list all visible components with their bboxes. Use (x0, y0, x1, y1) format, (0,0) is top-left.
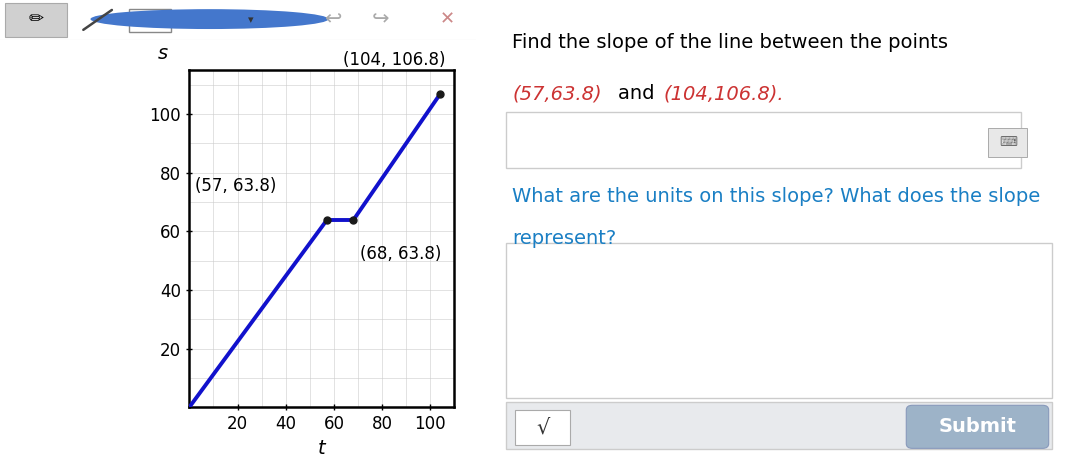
FancyBboxPatch shape (515, 410, 570, 445)
FancyBboxPatch shape (907, 405, 1048, 448)
X-axis label: t: t (318, 439, 326, 458)
Text: Find the slope of the line between the points: Find the slope of the line between the p… (513, 33, 949, 52)
Text: (104,106.8).: (104,106.8). (664, 84, 784, 103)
Text: ▾: ▾ (248, 15, 253, 25)
Text: Submit: Submit (939, 417, 1017, 436)
Text: (57,63.8): (57,63.8) (513, 84, 602, 103)
Text: ✕: ✕ (440, 10, 456, 28)
Bar (4, 3, 67, 37)
Circle shape (91, 9, 329, 29)
Text: represent?: represent? (513, 229, 617, 249)
Text: What are the units on this slope? What does the slope: What are the units on this slope? What d… (513, 187, 1041, 206)
FancyBboxPatch shape (988, 128, 1028, 157)
FancyBboxPatch shape (506, 243, 1052, 398)
Text: and: and (619, 84, 661, 103)
Text: ✏: ✏ (28, 10, 43, 28)
Y-axis label: s: s (158, 44, 168, 64)
Text: ↪: ↪ (372, 9, 390, 29)
Text: ⌨: ⌨ (999, 136, 1017, 149)
Text: (68, 63.8): (68, 63.8) (360, 245, 441, 263)
FancyBboxPatch shape (506, 112, 1021, 168)
Text: (104, 106.8): (104, 106.8) (343, 51, 446, 69)
Text: ↩: ↩ (325, 9, 342, 29)
Text: √: √ (536, 417, 550, 437)
Bar (129, 9, 171, 32)
Text: (57, 63.8): (57, 63.8) (195, 177, 276, 195)
Bar (506, 402, 1052, 449)
